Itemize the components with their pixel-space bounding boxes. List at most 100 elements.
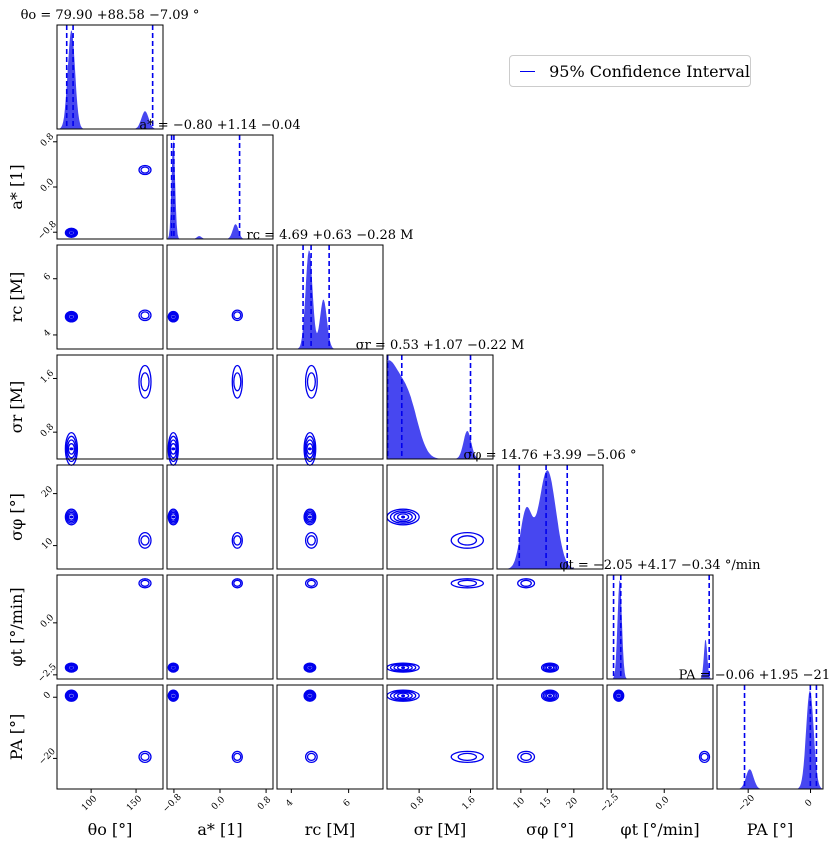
panel-frame-6-3 bbox=[386, 684, 494, 790]
panel-frame-3-1 bbox=[166, 354, 274, 460]
contour-theta_o-a_star-1-2 bbox=[138, 164, 152, 176]
histogram-a_star bbox=[167, 140, 273, 239]
contour-phi_t-pa-0-3 bbox=[613, 690, 624, 701]
ytick-label-pa-1: 0 bbox=[42, 690, 53, 701]
ytick-label-r_c-0: 4 bbox=[42, 328, 53, 339]
histogram-r_c bbox=[277, 250, 383, 349]
contour-sigma_r-phi_t-0-3 bbox=[389, 663, 417, 673]
xlabel-theta_o: θo [°] bbox=[88, 820, 133, 839]
contour-phi_t-pa-0-1 bbox=[615, 692, 623, 699]
contour-theta_o-r_c-0-2 bbox=[66, 312, 77, 321]
panel-frame-6-5 bbox=[606, 684, 714, 790]
panel-frame-6-4 bbox=[496, 684, 604, 790]
contour-sigma_r-pa-1-1 bbox=[457, 752, 478, 762]
panel-frame-4-1 bbox=[166, 464, 274, 570]
contour-phi_t-pa-1-2 bbox=[698, 750, 711, 764]
contour-a_star-phi_t-1-1 bbox=[233, 579, 242, 587]
xtick-label-a_star-1: 0.0 bbox=[210, 795, 227, 812]
contour-r_c-sigma_phi-0-1 bbox=[306, 513, 314, 521]
contour-a_star-sigma_phi-1-1 bbox=[233, 535, 242, 546]
contour-a_star-phi_t-1-2 bbox=[231, 578, 243, 589]
xlabel-sigma_phi: σφ [°] bbox=[526, 820, 574, 839]
contour-a_star-phi_t-0-3 bbox=[168, 663, 179, 673]
contour-core-theta_o-phi_t bbox=[69, 666, 74, 670]
contour-theta_o-sigma_phi-0-1 bbox=[67, 513, 76, 521]
xtick-label-r_c-1: 6 bbox=[342, 798, 353, 809]
contour-sigma_r-sigma_phi-0-1 bbox=[396, 513, 410, 521]
contour-core-a_star-pa bbox=[171, 694, 176, 698]
histogram-sigma_phi bbox=[497, 470, 603, 569]
title-r_c: rc = 4.69 +0.63 −0.28 M bbox=[247, 228, 414, 243]
contour-a_star-sigma_r-0-2 bbox=[169, 439, 178, 459]
contour-sigma_r-phi_t-1-1 bbox=[457, 579, 478, 587]
contour-r_c-sigma_phi-1-2 bbox=[304, 531, 318, 549]
contour-core-sigma_r-phi_t bbox=[401, 666, 406, 670]
panel-frame-5-4 bbox=[496, 574, 604, 680]
xlabel-r_c: rc [M] bbox=[305, 820, 356, 839]
histogram-theta_o bbox=[57, 30, 163, 130]
xtick-label-sigma_phi-1: 15 bbox=[538, 796, 553, 811]
xtick-label-theta_o-0: 100 bbox=[80, 794, 99, 813]
contour-theta_o-phi_t-0-2 bbox=[66, 663, 77, 672]
contour-core-a_star-r_c bbox=[171, 315, 176, 319]
ytick-label-phi_t-0: −2.5 bbox=[36, 662, 59, 685]
contour-a_star-sigma_phi-1-2 bbox=[231, 531, 243, 549]
contour-a_star-sigma_phi-0-4 bbox=[167, 508, 179, 526]
panel-frame-6-2 bbox=[276, 684, 384, 790]
panel-frame-4-0 bbox=[56, 464, 164, 570]
xtick-label-sigma_phi-2: 20 bbox=[565, 796, 580, 811]
contour-core-sigma_r-sigma_phi bbox=[401, 515, 406, 519]
legend-line-swatch bbox=[520, 70, 536, 72]
xtick-label-pa-0: −20 bbox=[737, 793, 758, 814]
ytick-label-a_star-0: −0.8 bbox=[36, 219, 59, 242]
contour-sigma_r-phi_t-1-2 bbox=[450, 578, 485, 589]
panel-frame-4-2 bbox=[276, 464, 384, 570]
legend-label: 95% Confidence Interval bbox=[549, 61, 750, 81]
xtick-label-sigma_r-1: 1.6 bbox=[460, 795, 477, 812]
ylabel-sigma_r: σr [M] bbox=[7, 381, 26, 434]
contour-sigma_phi-pa-1-1 bbox=[520, 752, 532, 762]
contour-core-a_star-sigma_phi bbox=[171, 515, 176, 519]
contour-r_c-sigma_phi-0-2 bbox=[305, 511, 315, 523]
ytick-label-a_star-1: 0.0 bbox=[39, 177, 56, 194]
contour-theta_o-sigma_phi-1-1 bbox=[140, 535, 150, 546]
contour-r_c-pa-1-1 bbox=[306, 752, 316, 762]
ylabel-a_star: a* [1] bbox=[7, 164, 26, 209]
contour-theta_o-r_c-1-2 bbox=[138, 309, 152, 322]
contour-theta_o-sigma_phi-0-4 bbox=[64, 508, 79, 526]
contour-r_c-pa-0-4 bbox=[303, 689, 317, 702]
contour-core-r_c-pa bbox=[307, 694, 312, 698]
contour-phi_t-pa-0-2 bbox=[614, 691, 623, 700]
panel-frame-4-4 bbox=[496, 464, 604, 570]
ytick-label-r_c-1: 6 bbox=[42, 272, 53, 283]
contour-theta_o-pa-0-4 bbox=[64, 689, 79, 702]
title-theta_o: θo = 79.90 +88.58 −7.09 ° bbox=[21, 8, 200, 23]
contour-theta_o-pa-0-2 bbox=[66, 691, 77, 700]
contour-theta_o-pa-0-3 bbox=[65, 690, 78, 701]
panel-frame-6-1 bbox=[166, 684, 274, 790]
contour-sigma_r-sigma_phi-1-1 bbox=[457, 535, 478, 546]
contour-core-sigma_r-pa bbox=[401, 694, 406, 698]
contour-sigma_phi-phi_t-1-2 bbox=[517, 578, 536, 589]
contour-sigma_r-sigma_phi-0-3 bbox=[389, 510, 417, 524]
contour-r_c-phi_t-0-1 bbox=[306, 664, 314, 671]
panel-frame-5-1 bbox=[166, 574, 274, 680]
contour-core-sigma_phi-phi_t bbox=[548, 666, 552, 670]
contour-sigma_phi-phi_t-0-2 bbox=[544, 663, 556, 672]
contour-r_c-sigma_r-0-2 bbox=[305, 439, 315, 459]
contour-core-r_c-sigma_phi bbox=[307, 515, 312, 519]
contour-core-phi_t-pa bbox=[616, 694, 621, 698]
xtick-label-sigma_r-0: 0.8 bbox=[409, 795, 426, 812]
contour-theta_o-r_c-0-1 bbox=[67, 313, 76, 320]
panel-frame-5-3 bbox=[386, 574, 494, 680]
contour-sigma_phi-pa-1-2 bbox=[517, 750, 536, 764]
contour-core-sigma_phi-pa bbox=[548, 694, 552, 698]
contour-a_star-sigma_r-0-1 bbox=[169, 443, 177, 455]
panel-frame-1-1 bbox=[166, 134, 274, 240]
contour-a_star-r_c-0-3 bbox=[168, 311, 179, 322]
ytick-label-sigma_r-0: 0.8 bbox=[39, 422, 56, 439]
contour-a_star-sigma_r-1-1 bbox=[233, 372, 242, 392]
contour-theta_o-r_c-0-3 bbox=[65, 311, 78, 322]
contour-r_c-sigma_r-0-1 bbox=[306, 443, 314, 455]
contour-core-theta_o-pa bbox=[69, 694, 74, 698]
